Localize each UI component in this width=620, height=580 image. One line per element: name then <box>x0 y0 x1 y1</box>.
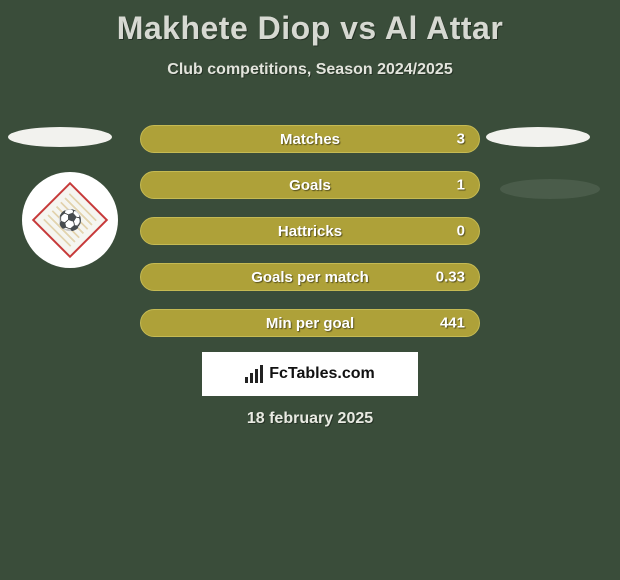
stat-value: 0.33 <box>436 269 465 286</box>
logo-text: FcTables.com <box>269 365 375 383</box>
player-left-placeholder <box>8 127 112 147</box>
stat-value: 441 <box>440 315 465 332</box>
stat-bar: Matches 3 <box>140 125 480 153</box>
shadow-ellipse <box>500 179 600 199</box>
stat-bar: Min per goal 441 <box>140 309 480 337</box>
page-subtitle: Club competitions, Season 2024/2025 <box>0 61 620 79</box>
player-right-placeholder <box>486 127 590 147</box>
stat-label: Goals per match <box>251 269 369 286</box>
footer-date: 18 february 2025 <box>0 410 620 428</box>
stats-table: Matches 3 Goals 1 Hattricks 0 Goals per match 0… <box>140 125 480 355</box>
stat-bar: Hattricks 0 <box>140 217 480 245</box>
stat-label: Goals <box>289 177 331 194</box>
ball-icon: ⚽ <box>58 208 83 233</box>
stat-bar: Goals per match 0.33 <box>140 263 480 291</box>
bars-icon <box>245 365 263 383</box>
stat-label: Min per goal <box>266 315 354 332</box>
stat-value: 0 <box>457 223 465 240</box>
club-badge: ⚽ <box>22 172 118 268</box>
fctables-logo: FcTables.com <box>202 352 418 396</box>
page-title: Makhete Diop vs Al Attar <box>0 0 620 47</box>
stat-value: 3 <box>457 131 465 148</box>
stat-label: Hattricks <box>278 223 342 240</box>
stat-label: Matches <box>280 131 340 148</box>
stat-bar: Goals 1 <box>140 171 480 199</box>
stat-value: 1 <box>457 177 465 194</box>
